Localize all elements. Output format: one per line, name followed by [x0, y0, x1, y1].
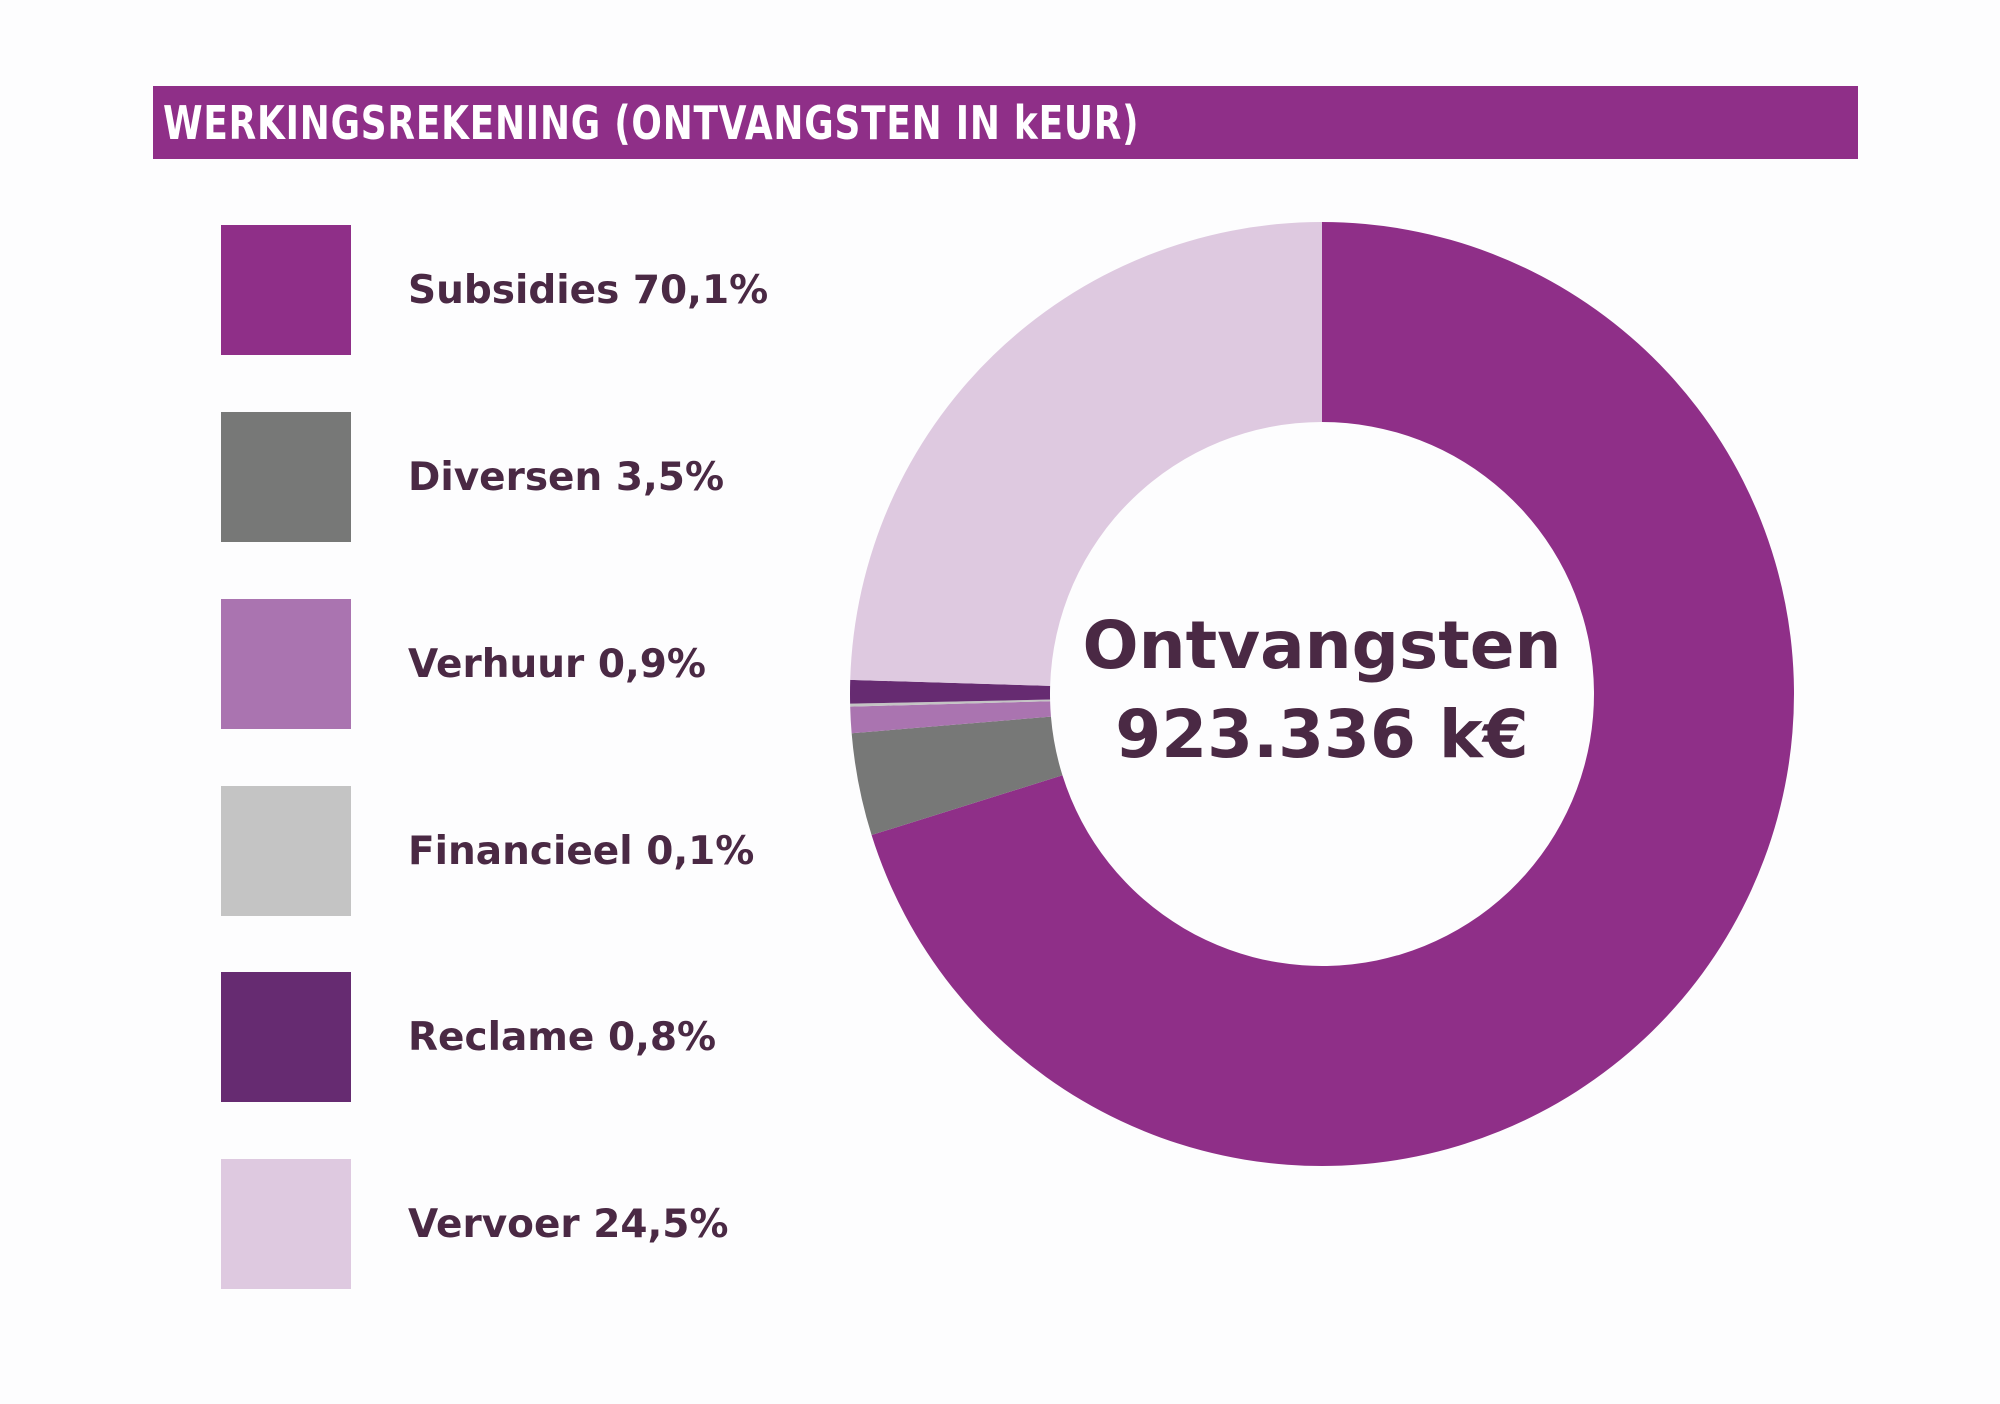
legend-label-verhuur: Verhuur 0,9%	[408, 641, 707, 687]
legend-label-financieel: Financieel 0,1%	[408, 828, 755, 874]
slice-verhuur	[850, 701, 1051, 734]
legend-swatch-diversen	[221, 412, 351, 542]
slice-vervoer	[850, 222, 1322, 686]
slice-diversen	[851, 716, 1063, 836]
donut-slices	[850, 222, 1794, 1166]
legend-label-subsidies: Subsidies 70,1%	[408, 267, 769, 313]
legend-swatch-subsidies	[221, 225, 351, 355]
slice-reclame	[850, 679, 1051, 704]
legend-swatch-financieel	[221, 786, 351, 916]
center-label-title: Ontvangsten	[1082, 607, 1561, 684]
legend-swatch-vervoer	[221, 1159, 351, 1289]
title-bar: WERKINGSREKENING (ONTVANGSTEN IN kEUR)	[153, 86, 1858, 159]
center-label-total: 923.336 k€	[1115, 696, 1528, 773]
legend-swatch-reclame	[221, 972, 351, 1102]
chart-title: WERKINGSREKENING (ONTVANGSTEN IN kEUR)	[163, 95, 1140, 150]
slice-subsidies	[871, 222, 1794, 1166]
slice-financieel	[850, 699, 1051, 707]
legend-label-vervoer: Vervoer 24,5%	[408, 1201, 729, 1247]
legend-label-reclame: Reclame 0,8%	[408, 1014, 717, 1060]
legend-swatch-verhuur	[221, 599, 351, 729]
legend-label-diversen: Diversen 3,5%	[408, 454, 725, 500]
